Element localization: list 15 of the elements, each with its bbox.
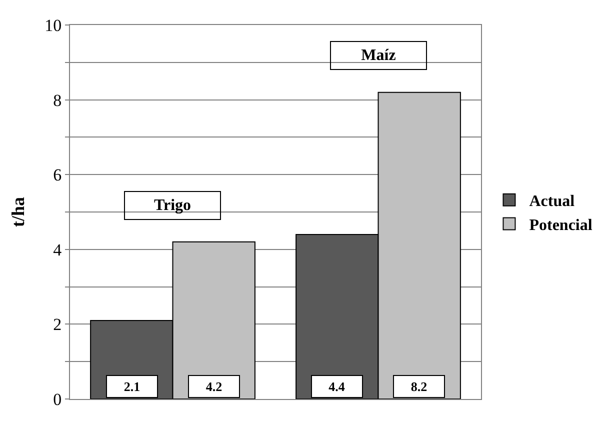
y-tick-label: 10 [44, 16, 62, 35]
y-tick-label: 6 [53, 166, 62, 185]
legend-label: Potencial [529, 216, 593, 234]
y-axis-title: t/ha [8, 196, 28, 228]
data-label: 4.2 [206, 379, 222, 394]
data-label: 4.4 [328, 379, 346, 394]
data-label: 8.2 [410, 379, 428, 394]
x-tick-label: Trigo [154, 197, 192, 214]
y-tick-label: 0 [53, 390, 62, 409]
y-tick-label: 4 [53, 240, 62, 260]
y-tick-label: 2 [53, 315, 62, 334]
data-label: 2.1 [124, 379, 140, 394]
legend-label: Actual [529, 193, 576, 210]
y-tick-label: 8 [53, 90, 62, 110]
x-tick-label: Maíz [361, 47, 396, 64]
